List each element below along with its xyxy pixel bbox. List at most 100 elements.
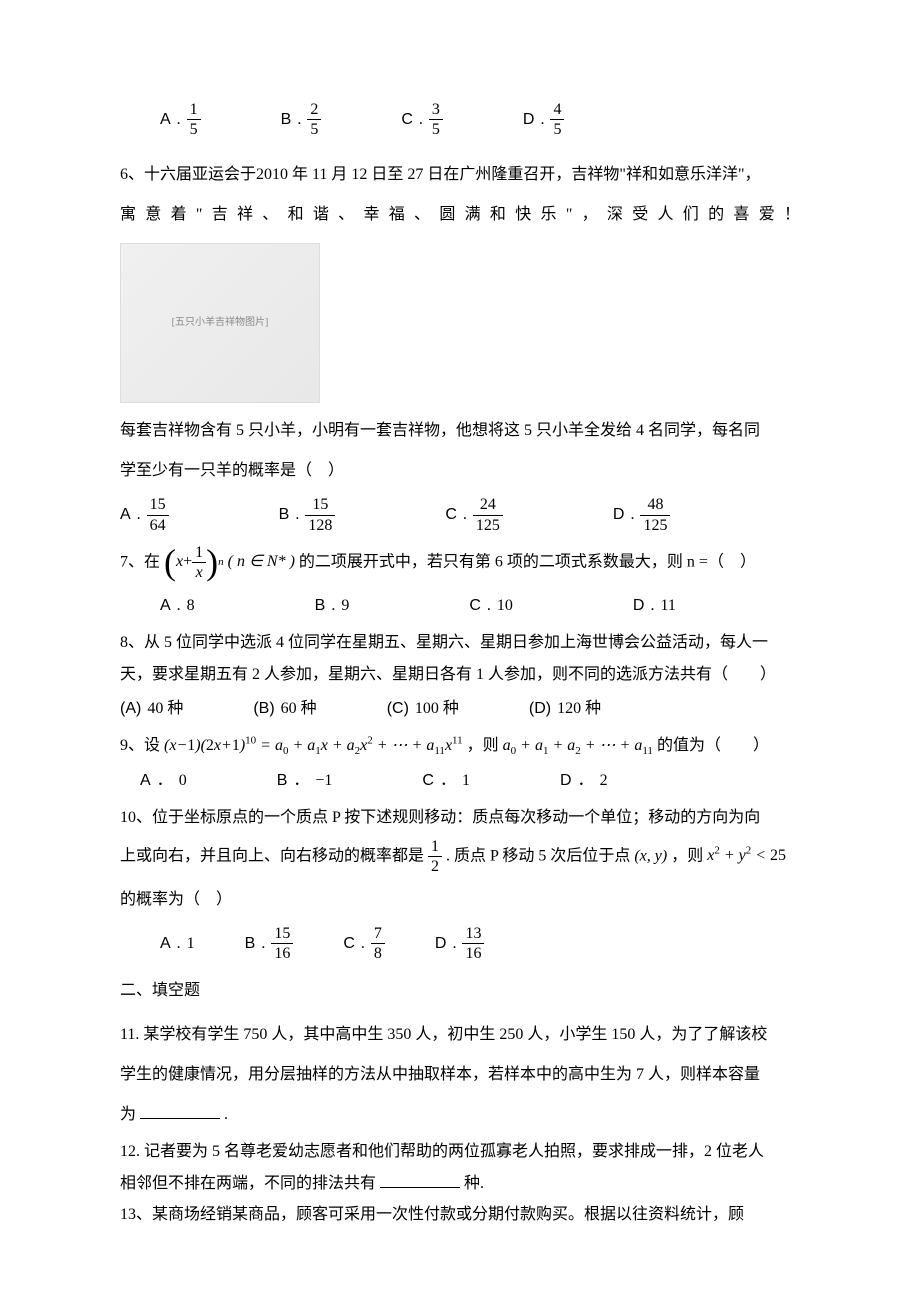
value: 1	[187, 928, 195, 960]
period: .	[297, 104, 301, 136]
numerator: 1	[187, 100, 201, 120]
period: ．	[440, 765, 456, 797]
denominator: x	[192, 563, 206, 582]
lparen-icon: (	[164, 544, 176, 580]
period: .	[487, 590, 491, 622]
value: 8	[187, 590, 195, 622]
point: (x, y)	[634, 847, 667, 864]
period: .	[137, 499, 141, 531]
numerator: 15	[305, 495, 335, 515]
q8-option-d: (D) 120 种	[529, 693, 601, 725]
text: . 质点 P 移动 5 次后位于点	[446, 847, 630, 864]
q7-option-b: B. 9	[315, 590, 350, 622]
var-x: x	[176, 546, 183, 578]
period: .	[331, 590, 335, 622]
fraction: 2 5	[307, 100, 321, 139]
value: 0	[179, 765, 187, 797]
denominator: 125	[473, 516, 503, 535]
q9-option-b: B． −1	[277, 765, 333, 797]
option-label: (A)	[120, 693, 141, 725]
plus: +	[183, 546, 192, 578]
q5-option-b: B. 2 5	[281, 100, 322, 139]
period: .	[650, 590, 654, 622]
option-label: B	[279, 499, 290, 531]
blank-input[interactable]	[140, 1103, 220, 1119]
fraction: 48 125	[640, 495, 670, 534]
numerator: 4	[550, 100, 564, 120]
option-label: A	[160, 928, 171, 960]
q10-option-a: A. 1	[160, 924, 195, 963]
text: 上或向右，并且向上、向右移动的概率都是	[120, 847, 424, 864]
q5-options: A. 1 5 B. 2 5 C. 3 5 D. 4 5	[120, 100, 800, 139]
mascot-alt: [五只小羊吉祥物图片]	[172, 313, 269, 333]
q9-text: 9、设 (x−1)(2x+1)10 = a0 + a1x + a2x2 + ⋯ …	[120, 733, 800, 759]
option-label: (D)	[529, 693, 551, 725]
value: 60 种	[281, 693, 317, 725]
period: .	[177, 590, 181, 622]
q8-options: (A) 40 种 (B) 60 种 (C) 100 种 (D) 120 种	[120, 693, 800, 725]
numerator: 7	[371, 924, 385, 944]
value: 1	[462, 765, 470, 797]
q10-line1: 10、位于坐标原点的一个质点 P 按下述规则移动：质点每次移动一个单位；移动的方…	[120, 805, 800, 831]
q5-option-c: C. 3 5	[401, 100, 443, 139]
q8-line1: 8、从 5 位同学中选派 4 位同学在星期五、星期六、星期日参加上海世博会公益活…	[120, 630, 800, 656]
fraction: 1 x	[192, 543, 206, 582]
fraction: 1 5	[187, 100, 201, 139]
value: 11	[660, 590, 675, 622]
q13-line1: 13、某商场经销某商品，顾客可采用一次性付款或分期付款购买。根据以往资料统计，顾	[120, 1202, 800, 1228]
q7-expression: ( x + 1 x ) n ( n ∈ N* )	[164, 543, 295, 582]
value: 100 种	[415, 693, 459, 725]
numerator: 2	[307, 100, 321, 120]
q6-option-d: D. 48 125	[613, 495, 671, 534]
fraction: 24 125	[473, 495, 503, 534]
q7-suffix: 的二项展开式中，若只有第 6 项的二项式系数最大，则 n =（ ）	[299, 553, 756, 570]
q8-option-a: (A) 40 种	[120, 693, 183, 725]
option-label: B	[245, 928, 256, 960]
q5-option-d: D. 4 5	[523, 100, 565, 139]
option-label: C	[422, 765, 434, 797]
q6-options: A. 15 64 B. 15 128 C. 24 125 D. 48 125	[120, 495, 800, 534]
option-label: C	[401, 104, 413, 136]
option-label: B	[277, 765, 288, 797]
value: 2	[600, 765, 608, 797]
period: .	[177, 928, 181, 960]
q10-option-b: B. 15 16	[245, 924, 294, 963]
period: .	[452, 928, 456, 960]
option-label: D	[613, 499, 625, 531]
fraction: 15 64	[147, 495, 169, 534]
option-label: B	[315, 590, 326, 622]
section-2-heading: 二、填空题	[120, 975, 800, 1007]
numerator: 24	[473, 495, 503, 515]
option-label: A	[140, 765, 151, 797]
mascot-image: [五只小羊吉祥物图片]	[120, 243, 320, 403]
numerator: 3	[429, 100, 443, 120]
period: .	[419, 104, 423, 136]
period: .	[630, 499, 634, 531]
numerator: 1	[428, 837, 442, 857]
option-label: D	[523, 104, 535, 136]
denominator: 64	[147, 516, 169, 535]
option-label: C	[445, 499, 457, 531]
q9-prefix: 9、设	[120, 737, 160, 754]
option-label: (C)	[387, 693, 409, 725]
inequality: x2 + y2 < 25	[707, 847, 786, 864]
period: .	[177, 104, 181, 136]
q12-line2: 相邻但不排在两端，不同的排法共有 种.	[120, 1171, 800, 1197]
q8-option-b: (B) 60 种	[253, 693, 316, 725]
q7-option-a: A. 8	[160, 590, 195, 622]
value: 120 种	[557, 693, 601, 725]
numerator: 15	[271, 924, 293, 944]
q9-option-d: D． 2	[560, 765, 608, 797]
q9-options: A． 0 B． −1 C． 1 D． 2	[120, 765, 800, 797]
period: .	[463, 499, 467, 531]
option-label: C	[469, 590, 481, 622]
option-label: (B)	[253, 693, 274, 725]
numerator: 1	[192, 543, 206, 563]
q10-option-d: D. 13 16	[435, 924, 485, 963]
blank-input[interactable]	[380, 1172, 460, 1188]
q9-option-a: A． 0	[140, 765, 187, 797]
q9-expr2: a0 + a1 + a2 + ⋯ + a11	[503, 737, 653, 754]
q11-line3: 为 .	[120, 1099, 800, 1131]
option-label: B	[281, 104, 292, 136]
q12-line1: 12. 记者要为 5 名尊老爱幼志愿者和他们帮助的两位孤寡老人拍照，要求排成一排…	[120, 1139, 800, 1165]
